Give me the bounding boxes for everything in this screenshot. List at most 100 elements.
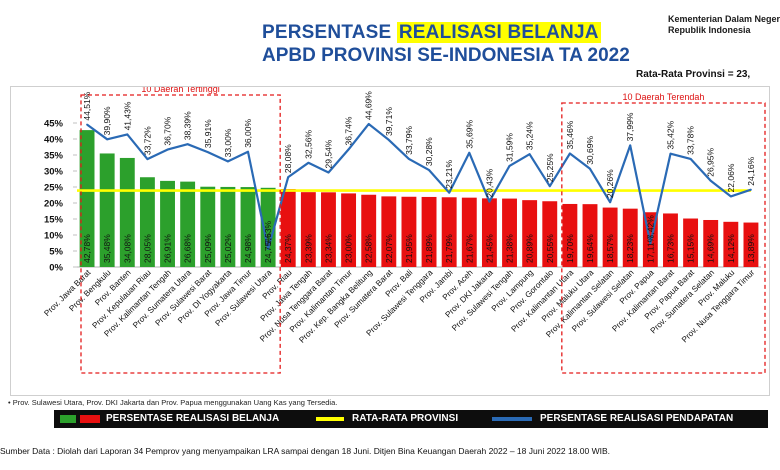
bar bbox=[481, 198, 497, 267]
bar-value-label: 21,38% bbox=[505, 234, 515, 263]
bar bbox=[381, 196, 397, 267]
bar bbox=[562, 203, 578, 267]
revenue-value-label: 7,42% bbox=[645, 215, 655, 240]
revenue-value-label: 28,08% bbox=[283, 144, 293, 173]
revenue-point bbox=[387, 139, 390, 141]
revenue-point bbox=[729, 195, 732, 198]
bar bbox=[723, 221, 739, 267]
legend-rata-label: RATA-RATA PROVINSI bbox=[352, 413, 459, 424]
revenue-point bbox=[568, 152, 571, 155]
revenue-value-label: 30,28% bbox=[424, 137, 434, 166]
y-tick-label: 40% bbox=[44, 135, 64, 146]
bar-value-label: 13,89% bbox=[746, 234, 756, 263]
revenue-point bbox=[649, 242, 652, 245]
legend-pendapatan-swatch bbox=[492, 417, 532, 421]
organization-name: Kementerian Dalam Negeri Republik Indone… bbox=[668, 14, 780, 36]
legend-belanja-label: PERSENTASE REALISASI BELANJA bbox=[106, 413, 280, 424]
bar bbox=[180, 181, 196, 267]
revenue-value-label: 38,39% bbox=[183, 111, 193, 140]
bar-value-label: 17,11% bbox=[645, 234, 655, 263]
bar bbox=[200, 186, 216, 267]
revenue-value-label: 35,24% bbox=[525, 121, 535, 150]
revenue-point bbox=[126, 133, 129, 136]
revenue-value-label: 20,26% bbox=[605, 169, 615, 198]
revenue-value-label: 25,25% bbox=[545, 153, 555, 182]
revenue-point bbox=[589, 167, 591, 170]
y-tick-label: 30% bbox=[44, 167, 64, 178]
revenue-point bbox=[347, 148, 350, 151]
footnote: • Prov. Sulawesi Utara, Prov. DKI Jakart… bbox=[8, 398, 338, 407]
bar-value-label: 21,89% bbox=[424, 234, 434, 263]
revenue-value-label: 41,43% bbox=[122, 101, 132, 130]
bar-value-label: 21,45% bbox=[484, 234, 494, 263]
revenue-point bbox=[488, 200, 491, 203]
revenue-value-label: 36,00% bbox=[243, 119, 253, 148]
bar bbox=[703, 219, 719, 267]
bar-value-label: 20,89% bbox=[525, 234, 535, 263]
bar bbox=[341, 193, 357, 267]
revenue-point bbox=[709, 179, 712, 182]
bar-value-label: 25,02% bbox=[223, 234, 233, 263]
revenue-point bbox=[86, 123, 88, 126]
revenue-value-label: 26,95% bbox=[706, 147, 716, 176]
revenue-point bbox=[367, 123, 370, 125]
top-group-label: 10 Daerah Tertinggi bbox=[141, 87, 219, 94]
revenue-value-label: 33,78% bbox=[686, 126, 696, 155]
revenue-point bbox=[548, 185, 551, 188]
y-tick-label: 5% bbox=[49, 247, 63, 258]
bar bbox=[421, 196, 437, 267]
revenue-point bbox=[629, 144, 632, 147]
bar-value-label: 21,79% bbox=[444, 234, 454, 263]
bar bbox=[502, 198, 517, 267]
title-prefix: PERSENTASE bbox=[262, 22, 397, 43]
average-label: Rata-Rata Provinsi = 23, bbox=[636, 69, 751, 80]
bar-value-label: 21,67% bbox=[464, 234, 474, 263]
bar-value-label: 14,69% bbox=[706, 234, 716, 263]
bar-value-label: 26,68% bbox=[183, 234, 193, 263]
revenue-value-label: 30,69% bbox=[585, 136, 595, 165]
y-tick-label: 10% bbox=[44, 231, 64, 242]
bar bbox=[79, 130, 95, 267]
bar bbox=[119, 157, 135, 267]
revenue-value-label: 35,42% bbox=[665, 120, 675, 149]
data-source: Sumber Data : Diolah dari Laporan 34 Pem… bbox=[0, 446, 611, 456]
y-tick-label: 35% bbox=[44, 151, 64, 162]
revenue-point bbox=[528, 153, 531, 156]
revenue-value-label: 33,79% bbox=[404, 126, 414, 155]
revenue-point bbox=[247, 150, 249, 153]
bar bbox=[220, 186, 236, 267]
revenue-value-label: 22,06% bbox=[726, 163, 736, 192]
bar bbox=[321, 192, 336, 267]
bar-value-label: 35,48% bbox=[102, 234, 112, 263]
bar-value-label: 25,09% bbox=[203, 234, 213, 263]
bottom-group-label: 10 Daerah Terendah bbox=[622, 92, 704, 102]
bar bbox=[300, 192, 316, 267]
bar bbox=[361, 194, 377, 267]
revenue-point bbox=[186, 143, 189, 146]
bar bbox=[160, 180, 175, 267]
chart-title-line2: APBD PROVINSI SE-INDONESIA TA 2022 bbox=[262, 45, 630, 66]
revenue-line bbox=[86, 122, 752, 251]
bar bbox=[280, 189, 296, 267]
bar bbox=[542, 201, 558, 267]
revenue-value-label: 44,51% bbox=[82, 91, 92, 120]
revenue-value-label: 35,46% bbox=[565, 120, 575, 149]
bar bbox=[441, 197, 457, 267]
legend-belanja-swatch bbox=[60, 415, 100, 423]
legend-rata-swatch bbox=[316, 417, 344, 421]
bar-value-label: 24,37% bbox=[283, 234, 293, 263]
bar bbox=[139, 177, 155, 267]
bar bbox=[461, 197, 477, 267]
bar-value-label: 23,39% bbox=[303, 234, 313, 263]
revenue-point bbox=[287, 176, 290, 179]
bar-value-label: 24,75% bbox=[263, 234, 273, 263]
bar bbox=[663, 213, 678, 267]
revenue-point bbox=[146, 158, 149, 160]
revenue-point bbox=[307, 161, 310, 164]
bar-value-label: 16,73% bbox=[665, 234, 675, 263]
bar-value-label: 22,07% bbox=[384, 234, 394, 263]
revenue-value-label: 24,16% bbox=[746, 156, 756, 185]
title-highlight: REALISASI BELANJA bbox=[396, 22, 601, 43]
revenue-point bbox=[448, 191, 451, 194]
revenue-value-label: 35,69% bbox=[464, 120, 474, 149]
